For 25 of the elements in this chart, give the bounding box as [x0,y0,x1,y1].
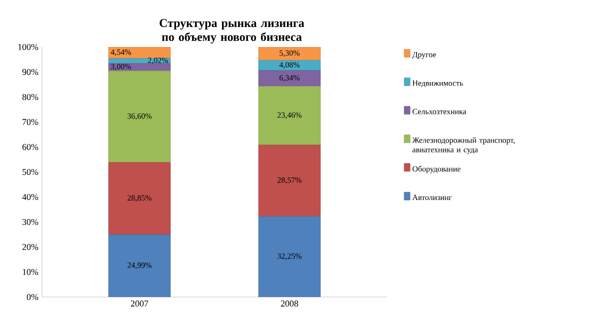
x-tick-label: 2007 [130,300,148,307]
bar [108,162,171,235]
bar [258,70,321,86]
y-tick-label: 40% [22,194,38,200]
y-tick-label: 70% [22,118,38,126]
x-tick-label: 2008 [280,300,298,307]
y-tick-label: 50% [22,168,38,176]
bar [258,46,321,60]
y-tick-label: 100% [18,44,38,50]
bar [108,46,171,58]
chart-title: Структура рынка лизинга по объему нового бизнеса [160,19,304,44]
bar [258,216,321,297]
y-tick-label: 90% [22,68,38,76]
y-tick-label: 20% [22,244,38,250]
bar [108,70,171,163]
bar [108,63,171,72]
bar [258,86,321,146]
y-tick-label: 30% [22,218,38,226]
y-tick-label: 60% [22,144,38,150]
y-tick-label: 10% [22,268,38,276]
bar [108,234,171,297]
y-tick-label: 0% [26,294,38,300]
bar [258,60,321,71]
y-tick-label: 80% [22,94,38,100]
bar [258,144,321,217]
